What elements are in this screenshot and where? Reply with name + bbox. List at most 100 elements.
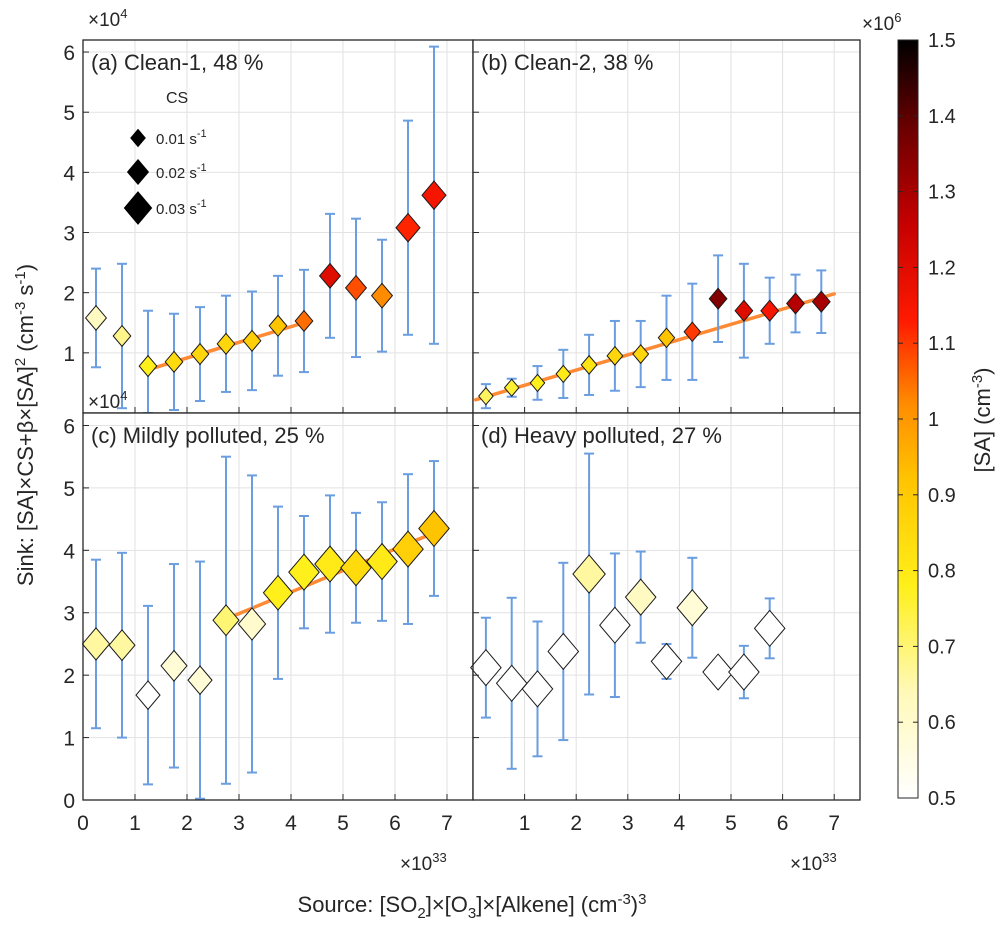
x-tick-label: 5: [337, 812, 349, 835]
data-point: [262, 574, 294, 611]
cbar-tick-label: 0.9: [928, 485, 956, 507]
panel-border: [472, 412, 861, 801]
data-point: [366, 542, 398, 581]
x-tick-label: 0: [77, 812, 89, 835]
y-tick-label: 6: [63, 42, 75, 65]
y-multiplier-top: ×104: [88, 6, 127, 31]
cbar-tick-label: 0.7: [928, 636, 956, 658]
data-point: [242, 329, 262, 352]
x-tick-label: 3: [622, 812, 634, 835]
x-tick-label: 3: [233, 812, 245, 835]
data-point: [288, 553, 320, 591]
legend-items: 0.01 s-1 0.02 s-1 0.03 s-1: [123, 128, 207, 225]
data-point: [340, 549, 372, 587]
y-mult-exp-2: 4: [120, 388, 127, 403]
y-tick-label: 2: [63, 283, 75, 306]
x-tick-label: 6: [389, 812, 401, 835]
colorbar-multiplier: ×106: [862, 10, 901, 35]
data-point: [572, 554, 606, 594]
x-tick-label: 1: [129, 812, 141, 835]
data-point: [657, 327, 676, 349]
y-mult-exp: 4: [120, 6, 127, 21]
x-label-p4: ): [631, 892, 638, 917]
data-point: [580, 354, 598, 375]
y-label-unit-open: (cm: [13, 315, 38, 358]
data-point: [344, 274, 368, 301]
y-mult-base: ×10: [88, 10, 120, 31]
colorbar-ticks: 0.5 0.6 0.7 0.8 0.9 1 1.1 1.2 1.3 1.4 1.5: [898, 30, 956, 810]
x-tick-label: 6: [777, 812, 789, 835]
legend-marker: [126, 158, 150, 186]
x-label-sub1: 2: [417, 905, 425, 922]
x-tick-label: 4: [285, 812, 297, 835]
data-point: [521, 670, 554, 708]
panel-b: (b) Clean-2, 38 %: [472, 39, 861, 414]
data-point: [268, 314, 288, 337]
data-point: [650, 642, 683, 681]
data-point: [708, 287, 728, 310]
legend-marker: [123, 191, 153, 225]
x-multiplier-left: ×1033: [400, 850, 447, 875]
colorbar-label: [SA] (cm-3): [969, 367, 995, 472]
cbar-label-main: [SA] (cm: [970, 388, 995, 472]
data-point: [187, 665, 213, 696]
svg-text:×104: ×104: [88, 6, 127, 31]
svg-text:×1033: ×1033: [400, 850, 447, 875]
y-mult-base-2: ×10: [88, 392, 120, 413]
data-point: [418, 509, 450, 548]
panel-c: 0 1 2 3 4 5 6 0 1 2 3 4 5 6 7 (c) Mildly polluted, 25 %: [63, 412, 474, 835]
panel-title: (a) Clean-1, 48 %: [91, 50, 263, 75]
data-point: [237, 607, 267, 641]
x-tick-label: 5: [725, 812, 737, 835]
cbar-mult-exp: 6: [894, 10, 901, 25]
data-point: [314, 545, 346, 583]
data-point: [108, 629, 136, 662]
data-point: [392, 530, 424, 568]
data-point: [734, 299, 754, 322]
data-point: [135, 680, 161, 711]
y-label-main: Sink: [SA]×CS+β×[SA]: [13, 366, 38, 586]
data-point: [421, 180, 447, 211]
data-point: [555, 364, 572, 384]
x-mult-base: ×10: [400, 854, 432, 875]
x-label-sup2: 3: [638, 891, 646, 908]
y-axis-label: Sink: [SA]×CS+β×[SA]2 (cm-3 s-1): [12, 264, 38, 586]
cbar-tick-label: 1.4: [928, 106, 956, 128]
data-point: [160, 649, 188, 682]
colorbar: 0.5 0.6 0.7 0.8 0.9 1 1.1 1.2 1.3 1.4 1.5 ×106 [SA…: [862, 10, 995, 810]
data-point: [81, 627, 111, 661]
data-point: [760, 299, 780, 322]
data-point: [478, 386, 494, 406]
data-point: [811, 290, 831, 313]
y-tick-label: 2: [63, 665, 75, 688]
x-label-p2: ]×[O: [426, 892, 468, 917]
x-tick-label: 4: [674, 812, 686, 835]
data-point: [318, 262, 342, 289]
data-point: [702, 653, 734, 691]
cbar-tick-label: 0.5: [928, 788, 956, 810]
cbar-tick-label: 1.5: [928, 30, 956, 52]
data-point: [294, 309, 314, 333]
data-point: [190, 342, 210, 366]
data-point: [632, 344, 650, 365]
svg-text:×1033: ×1033: [790, 850, 837, 875]
y-label-exp1: -3: [12, 302, 29, 315]
data-point: [164, 350, 184, 374]
x-tick-label: 2: [181, 812, 193, 835]
legend-marker: [130, 128, 146, 148]
data-point: [529, 373, 546, 393]
data-point: [370, 282, 394, 309]
x-label-sup1: -3: [617, 891, 630, 908]
panel-a: 1 2 3 4 5 6 (a) Clean-1, 48 %: [63, 39, 474, 414]
y-tick-label: 0: [63, 790, 75, 813]
data-point: [112, 324, 132, 348]
data-point: [624, 578, 657, 616]
panel-bg: [473, 413, 860, 800]
legend: CS 0.01 s-1 0.02 s-1 0.03 s-1: [123, 90, 207, 225]
panel-d: 1 2 3 4 5 6 7 (d) Heavy polluted, 27 %: [470, 412, 861, 835]
x-tick-label: 7: [441, 812, 453, 835]
cbar-label-close: ): [970, 367, 995, 374]
x-label-p3: ]×[Alkene] (cm: [476, 892, 617, 917]
data-point: [683, 321, 702, 343]
x-tick-label: 2: [570, 812, 582, 835]
